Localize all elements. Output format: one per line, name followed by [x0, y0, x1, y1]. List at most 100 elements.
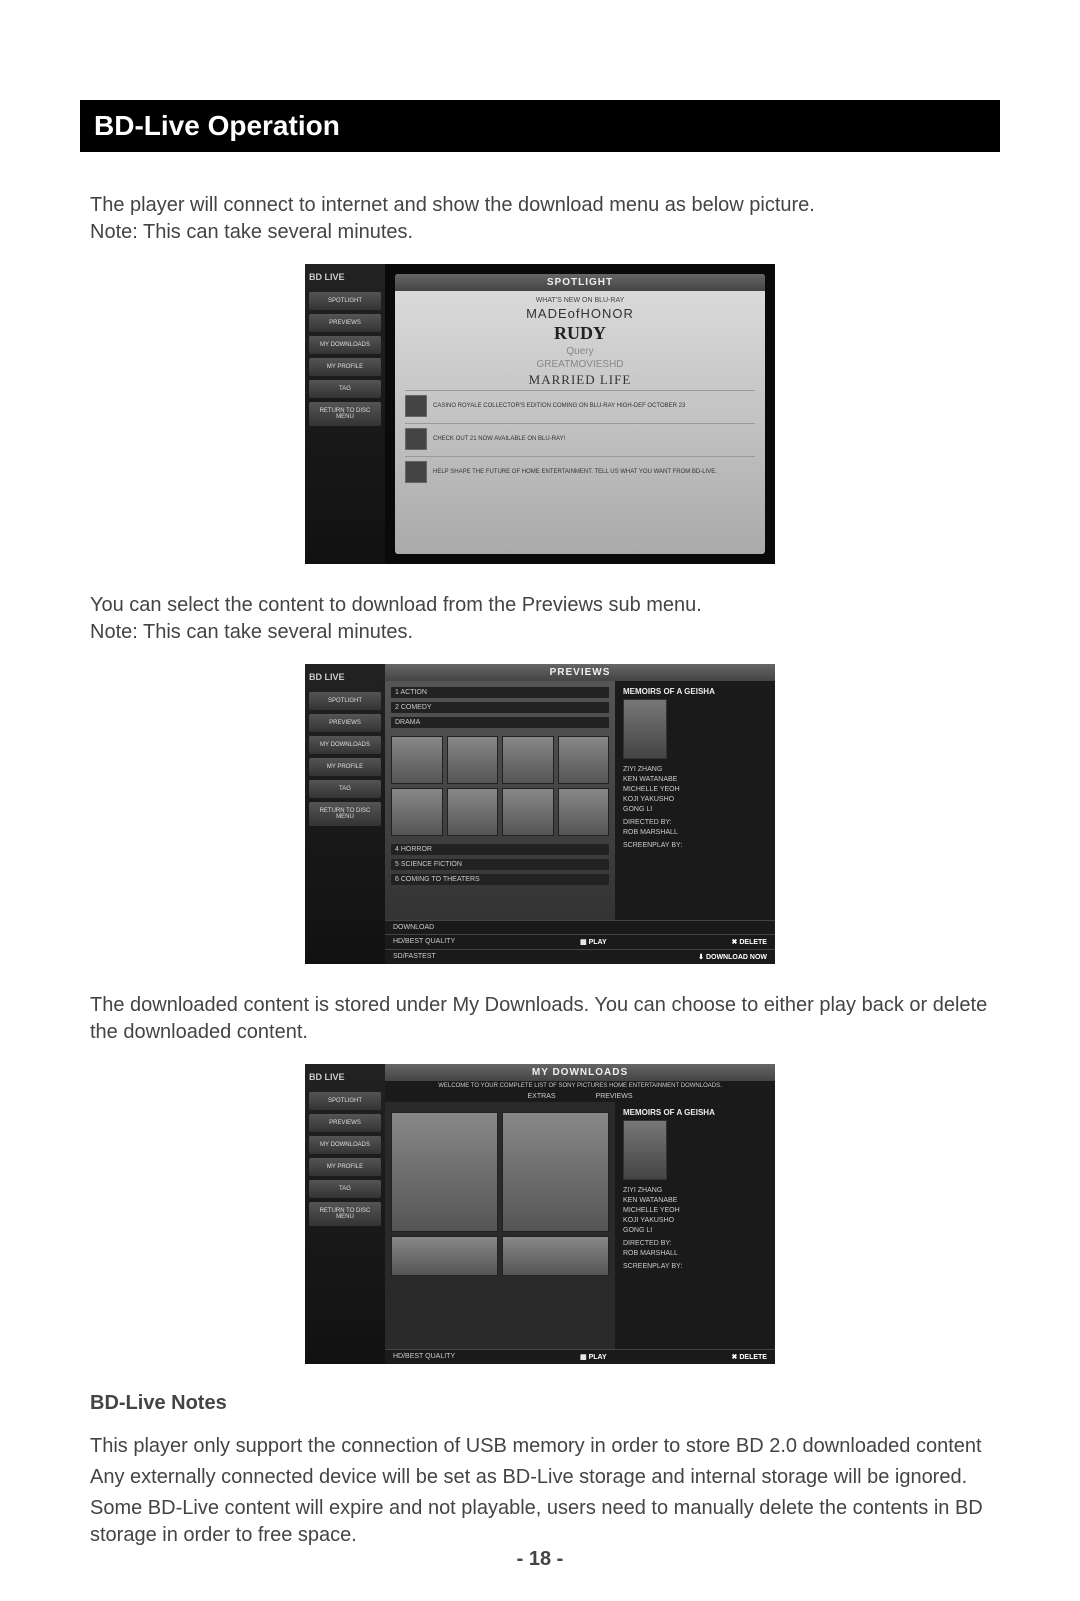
- bdlive-previews-screenshot: BD LIVE SPOTLIGHT PREVIEWS MY DOWNLOADS …: [305, 664, 775, 964]
- previews-panel: PREVIEWS 1 ACTION 2 COMEDY DRAMA: [385, 664, 775, 964]
- sidebar-item-spotlight[interactable]: SPOTLIGHT: [309, 1092, 381, 1110]
- spotlight-row-text: CHECK OUT 21 NOW AVAILABLE ON BLU-RAY!: [433, 436, 565, 443]
- download-poster[interactable]: [502, 1236, 609, 1276]
- bdlive-downloads-screenshot: BD LIVE SPOTLIGHT PREVIEWS MY DOWNLOADS …: [305, 1064, 775, 1364]
- spotlight-row[interactable]: CASINO ROYALE COLLECTOR'S EDITION COMING…: [405, 390, 755, 421]
- play-button[interactable]: ▦ PLAY: [580, 1353, 607, 1361]
- category-item[interactable]: 5 SCIENCE FICTION: [391, 859, 609, 870]
- cast-name: GONG LI: [623, 1227, 767, 1234]
- category-item[interactable]: DRAMA: [391, 717, 609, 728]
- download-label: DOWNLOAD: [393, 924, 434, 931]
- spotlight-title: MARRIED LIFE: [529, 372, 632, 388]
- spotlight-panel: SPOTLIGHT WHAT'S NEW ON BLU-RAY MADEofHO…: [395, 274, 765, 554]
- delete-button[interactable]: ✖ DELETE: [732, 1353, 767, 1361]
- sidebar-item-previews[interactable]: PREVIEWS: [309, 1114, 381, 1132]
- detail-poster: [623, 699, 667, 759]
- screenplay-label: SCREENPLAY BY:: [623, 1263, 767, 1270]
- quality-row: HD/BEST QUALITY ▦ PLAY ✖ DELETE: [385, 934, 775, 949]
- bdlive-logo: BD LIVE: [309, 272, 381, 282]
- paragraph: Some BD-Live content will expire and not…: [90, 1495, 990, 1549]
- download-now-button[interactable]: ⬇ DOWNLOAD NOW: [698, 953, 767, 961]
- sidebar-item-previews[interactable]: PREVIEWS: [309, 314, 381, 332]
- movie-title: MEMOIRS OF A GEISHA: [623, 1108, 767, 1117]
- text-line: You can select the content to download f…: [90, 594, 702, 616]
- sidebar-item-return[interactable]: RETURN TO DISC MENU: [309, 1202, 381, 1226]
- previews-grid: 1 ACTION 2 COMEDY DRAMA 4 HORROR: [385, 681, 615, 920]
- delete-button[interactable]: ✖ DELETE: [732, 938, 767, 946]
- downloads-grid: [385, 1102, 615, 1349]
- bdlive-logo: BD LIVE: [309, 1072, 381, 1082]
- bdlive-spotlight-screenshot: BD LIVE SPOTLIGHT PREVIEWS MY DOWNLOADS …: [305, 264, 775, 564]
- sidebar-item-downloads[interactable]: MY DOWNLOADS: [309, 1136, 381, 1154]
- cast-name: KEN WATANABE: [623, 1197, 767, 1204]
- detail-panel: MEMOIRS OF A GEISHA ZIYI ZHANG KEN WATAN…: [615, 681, 775, 920]
- category-item[interactable]: 2 COMEDY: [391, 702, 609, 713]
- tab-previews[interactable]: PREVIEWS: [596, 1093, 633, 1100]
- movie-poster[interactable]: [502, 788, 554, 836]
- movie-poster[interactable]: [558, 788, 610, 836]
- spotlight-title: RUDY: [554, 323, 606, 344]
- download-poster[interactable]: [391, 1112, 498, 1232]
- cast-name: GONG LI: [623, 806, 767, 813]
- category-item[interactable]: 4 HORROR: [391, 844, 609, 855]
- cast-name: KOJI YAKUSHO: [623, 796, 767, 803]
- spotlight-title: GREATMOVIESHD: [536, 359, 623, 370]
- screenplay-label: SCREENPLAY BY:: [623, 842, 767, 849]
- spotlight-subhead: WHAT'S NEW ON BLU-RAY: [536, 297, 625, 304]
- movie-poster[interactable]: [391, 736, 443, 784]
- panel-header: MY DOWNLOADS: [385, 1064, 775, 1081]
- section-title: BD-Live Operation: [94, 110, 340, 141]
- sidebar-item-return[interactable]: RETURN TO DISC MENU: [309, 802, 381, 826]
- cast-name: MICHELLE YEOH: [623, 1207, 767, 1214]
- sidebar-item-profile[interactable]: MY PROFILE: [309, 358, 381, 376]
- paragraph: The downloaded content is stored under M…: [90, 992, 990, 1046]
- cast-name: KOJI YAKUSHO: [623, 1217, 767, 1224]
- spotlight-row-text: CASINO ROYALE COLLECTOR'S EDITION COMING…: [433, 403, 685, 410]
- category-item[interactable]: 1 ACTION: [391, 687, 609, 698]
- text-line: Note: This can take several minutes.: [90, 221, 413, 243]
- sidebar-item-previews[interactable]: PREVIEWS: [309, 714, 381, 732]
- paragraph: This player only support the connection …: [90, 1433, 990, 1460]
- sidebar-item-tag[interactable]: TAG: [309, 1180, 381, 1198]
- sidebar-item-spotlight[interactable]: SPOTLIGHT: [309, 692, 381, 710]
- director-name: ROB MARSHALL: [623, 1250, 767, 1257]
- spotlight-row[interactable]: CHECK OUT 21 NOW AVAILABLE ON BLU-RAY!: [405, 423, 755, 454]
- download-poster[interactable]: [391, 1236, 498, 1276]
- download-poster[interactable]: [502, 1112, 609, 1232]
- tab-extras[interactable]: EXTRAS: [528, 1093, 556, 1100]
- movie-poster[interactable]: [558, 736, 610, 784]
- quality-label: HD/BEST QUALITY: [393, 938, 455, 946]
- paragraph: The player will connect to internet and …: [90, 192, 990, 246]
- movie-poster[interactable]: [447, 736, 499, 784]
- category-item[interactable]: 6 COMING TO THEATERS: [391, 874, 609, 885]
- download-row: DOWNLOAD: [385, 920, 775, 934]
- sidebar-item-downloads[interactable]: MY DOWNLOADS: [309, 736, 381, 754]
- sidebar-item-return[interactable]: RETURN TO DISC MENU: [309, 402, 381, 426]
- sidebar-item-tag[interactable]: TAG: [309, 780, 381, 798]
- notes-heading: BD-Live Notes: [90, 1392, 990, 1415]
- section-title-bar: BD-Live Operation: [80, 100, 1000, 152]
- screenshot-container: BD LIVE SPOTLIGHT PREVIEWS MY DOWNLOADS …: [80, 1064, 1000, 1364]
- sidebar-item-profile[interactable]: MY PROFILE: [309, 758, 381, 776]
- movie-poster[interactable]: [391, 788, 443, 836]
- movie-poster[interactable]: [447, 788, 499, 836]
- director-name: ROB MARSHALL: [623, 829, 767, 836]
- screenshot-container: BD LIVE SPOTLIGHT PREVIEWS MY DOWNLOADS …: [80, 264, 1000, 564]
- bdlive-sidebar: BD LIVE SPOTLIGHT PREVIEWS MY DOWNLOADS …: [305, 664, 385, 964]
- sidebar-item-downloads[interactable]: MY DOWNLOADS: [309, 336, 381, 354]
- play-button[interactable]: ▦ PLAY: [580, 938, 607, 946]
- spotlight-title: Query: [566, 346, 593, 357]
- bdlive-logo: BD LIVE: [309, 672, 381, 682]
- panel-header: SPOTLIGHT: [395, 274, 765, 291]
- cast-name: ZIYI ZHANG: [623, 1187, 767, 1194]
- sidebar-item-profile[interactable]: MY PROFILE: [309, 1158, 381, 1176]
- detail-panel: MEMOIRS OF A GEISHA ZIYI ZHANG KEN WATAN…: [615, 1102, 775, 1349]
- sidebar-item-tag[interactable]: TAG: [309, 380, 381, 398]
- spotlight-row-text: HELP SHAPE THE FUTURE OF HOME ENTERTAINM…: [433, 469, 717, 476]
- movie-poster[interactable]: [502, 736, 554, 784]
- spotlight-title: MADEofHONOR: [526, 306, 634, 321]
- welcome-text: WELCOME TO YOUR COMPLETE LIST OF SONY PI…: [385, 1081, 775, 1091]
- poster-grid: [391, 732, 609, 840]
- spotlight-row[interactable]: HELP SHAPE THE FUTURE OF HOME ENTERTAINM…: [405, 456, 755, 487]
- sidebar-item-spotlight[interactable]: SPOTLIGHT: [309, 292, 381, 310]
